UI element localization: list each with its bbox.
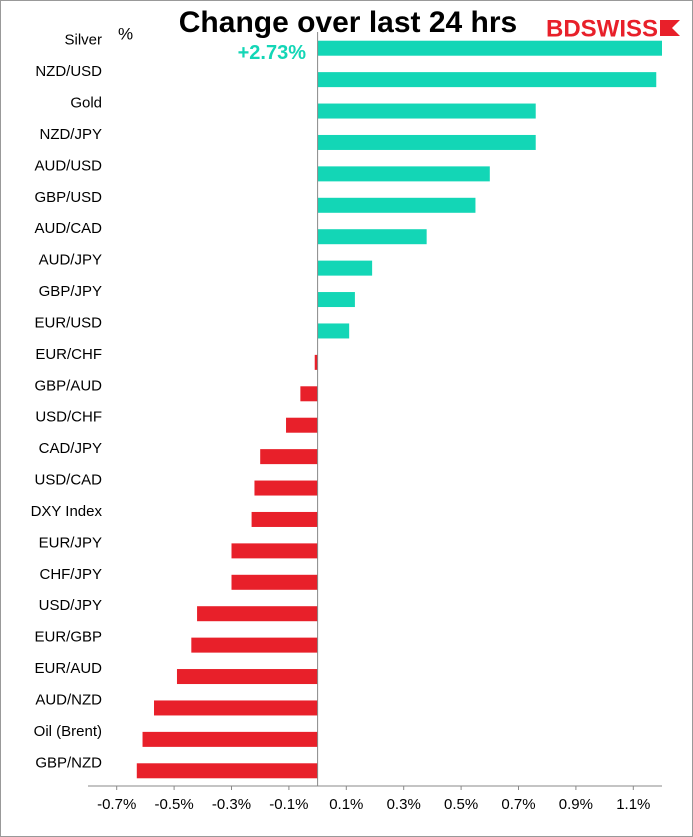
- y-tick-label: NZD/USD: [35, 63, 102, 80]
- bar: [231, 574, 318, 590]
- axis-unit: %: [118, 24, 133, 43]
- x-tick-label: -0.5%: [155, 796, 194, 813]
- y-tick-label: USD/JPY: [39, 597, 102, 614]
- chart-title: Change over last 24 hrs: [179, 6, 517, 39]
- bar: [231, 543, 318, 559]
- x-tick-label: -0.7%: [97, 796, 136, 813]
- y-tick-label: GBP/JPY: [39, 283, 102, 300]
- y-tick-label: CHF/JPY: [39, 566, 102, 583]
- y-tick-label: GBP/NZD: [35, 754, 102, 771]
- bar: [317, 134, 536, 150]
- bar: [317, 229, 427, 245]
- y-tick-label: AUD/USD: [34, 157, 102, 174]
- bar: [317, 323, 350, 339]
- y-tick-label: USD/CAD: [34, 472, 102, 489]
- x-tick-label: 0.3%: [387, 796, 421, 813]
- x-tick-label: -0.3%: [212, 796, 251, 813]
- bar: [314, 354, 318, 370]
- bar: [300, 386, 318, 402]
- y-tick-label: EUR/JPY: [39, 534, 102, 551]
- y-tick-label: DXY Index: [31, 503, 103, 520]
- bar: [142, 731, 318, 747]
- bar: [317, 72, 657, 88]
- value-label: +2.73%: [238, 42, 307, 64]
- bar: [286, 417, 318, 433]
- bar: [176, 669, 318, 685]
- bar: [191, 637, 318, 653]
- bar: [136, 763, 318, 779]
- y-tick-label: AUD/CAD: [34, 220, 102, 237]
- y-tick-label: EUR/USD: [34, 314, 102, 331]
- y-tick-label: Oil (Brent): [34, 723, 102, 740]
- y-tick-label: NZD/JPY: [39, 126, 102, 143]
- x-tick-label: 0.9%: [559, 796, 593, 813]
- bar: [260, 449, 318, 465]
- y-tick-label: Silver: [64, 32, 102, 49]
- y-tick-label: EUR/CHF: [35, 346, 102, 363]
- bar: [317, 103, 536, 119]
- y-tick-label: Gold: [70, 95, 102, 112]
- logo-flag: [660, 20, 680, 36]
- bar: [317, 260, 373, 276]
- y-tick-label: GBP/USD: [34, 189, 102, 206]
- x-tick-label: -0.1%: [269, 796, 308, 813]
- bar: [154, 700, 318, 716]
- y-tick-label: AUD/JPY: [39, 252, 102, 269]
- bar: [317, 292, 355, 308]
- y-tick-label: EUR/AUD: [34, 660, 102, 677]
- bar: [317, 40, 662, 56]
- x-tick-label: 0.1%: [329, 796, 363, 813]
- x-tick-label: 0.5%: [444, 796, 478, 813]
- bar: [317, 166, 490, 182]
- x-tick-label: 0.7%: [501, 796, 535, 813]
- bar: [254, 480, 318, 496]
- logo: BDSWISS: [546, 15, 658, 42]
- y-tick-label: USD/CHF: [35, 409, 102, 426]
- y-tick-label: GBP/AUD: [34, 377, 102, 394]
- bar: [317, 197, 476, 213]
- bar: [251, 511, 318, 527]
- bar: [197, 606, 318, 622]
- y-tick-label: AUD/NZD: [35, 691, 102, 708]
- y-tick-label: EUR/GBP: [34, 629, 102, 646]
- y-tick-label: CAD/JPY: [39, 440, 102, 457]
- x-tick-label: 1.1%: [616, 796, 650, 813]
